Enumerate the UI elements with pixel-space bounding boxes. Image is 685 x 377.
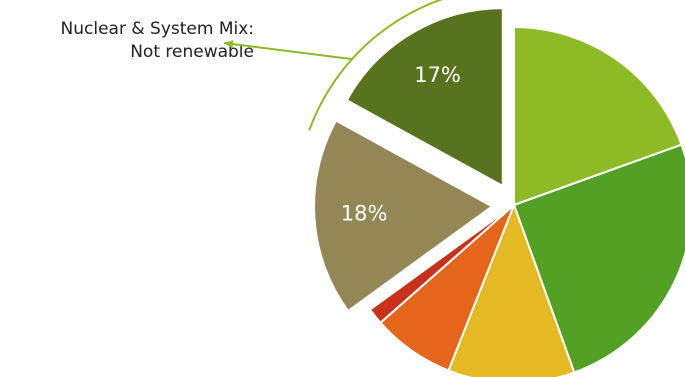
nuclear-system-mix-callout: Nuclear & System Mix: Not renewable bbox=[0, 18, 254, 64]
pie-slice-3 bbox=[447, 202, 576, 377]
callout-line-1: Nuclear & System Mix: bbox=[60, 19, 254, 39]
callout-annotation bbox=[223, 0, 443, 131]
pie-slice-labels: 18% 17% bbox=[341, 63, 461, 226]
pie-slices bbox=[313, 7, 685, 377]
pie-slice-6 bbox=[313, 119, 494, 313]
callout-line-2: Not renewable bbox=[130, 42, 254, 62]
pie-slice-label-7: 17% bbox=[414, 63, 461, 87]
pie-slice-label-6: 18% bbox=[341, 201, 388, 225]
callout-arrow-line bbox=[223, 42, 353, 61]
callout-arrow-head bbox=[224, 40, 234, 49]
pie-slice-5 bbox=[368, 204, 515, 325]
pie-slice-7 bbox=[345, 7, 504, 188]
pie-slice-2 bbox=[512, 143, 685, 374]
callout-bracket-arc bbox=[308, 0, 443, 131]
pie-slice-1 bbox=[513, 25, 683, 207]
